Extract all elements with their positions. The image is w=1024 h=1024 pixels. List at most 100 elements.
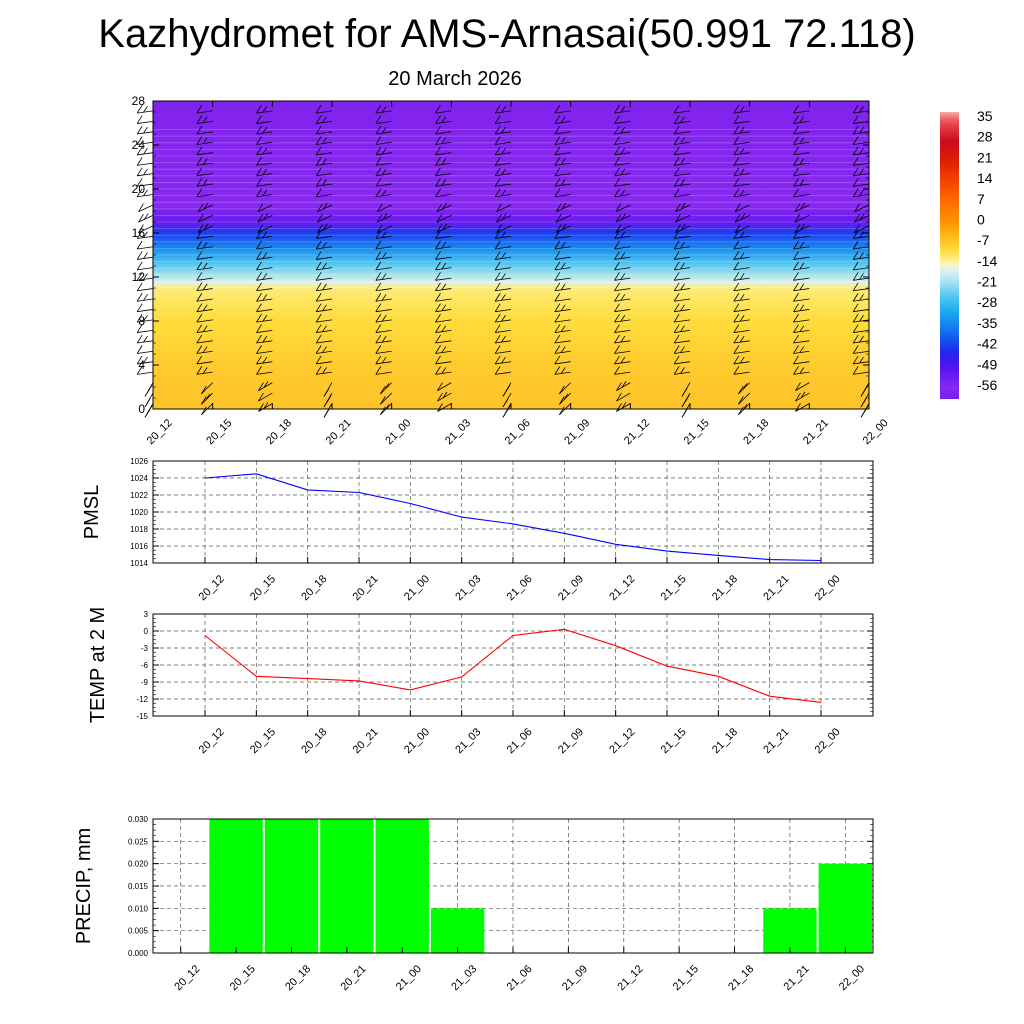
- wind-barb: [494, 366, 512, 375]
- wind-barb-flag: [852, 188, 859, 197]
- wind-barb-flag: [733, 251, 740, 260]
- wind-barb-shaft: [495, 371, 512, 375]
- wind-barb-shaft: [137, 173, 154, 177]
- wind-barb-flag: [375, 251, 382, 260]
- wind-barb-flag: [322, 325, 327, 332]
- wind-barb: [196, 230, 213, 239]
- wind-barb-flag: [376, 203, 383, 212]
- wind-barb-flag: [196, 136, 203, 145]
- wind-barb-shaft: [554, 162, 571, 166]
- heatmap-x-tick-label: 20_18: [264, 417, 294, 447]
- wind-barb-flag: [196, 115, 203, 124]
- wind-barb: [616, 402, 631, 412]
- wind-barb-flag: [256, 230, 262, 239]
- wind-barb: [256, 293, 273, 302]
- wind-barb-flag: [560, 346, 566, 353]
- wind-barb-flag: [380, 385, 386, 395]
- wind-barb-flag: [196, 313, 203, 323]
- wind-barb-flag: [315, 230, 322, 239]
- wind-barb-flag: [799, 158, 805, 165]
- wind-barb: [852, 136, 870, 145]
- wind-barb: [375, 188, 392, 198]
- wind-barb-flag: [680, 325, 685, 332]
- pmsl-x-tick-label: 21_03: [453, 573, 483, 603]
- wind-barb-shaft: [554, 361, 571, 365]
- wind-barb-flag: [859, 147, 864, 155]
- wind-barb: [144, 403, 154, 418]
- wind-barb-shaft: [793, 183, 810, 187]
- colorbar-label: -42: [977, 336, 997, 352]
- wind-barb-shaft: [257, 215, 273, 223]
- wind-barb: [435, 303, 452, 313]
- wind-barb-shaft: [733, 361, 750, 365]
- wind-barb-shaft: [375, 183, 392, 187]
- wind-barb-shaft: [137, 340, 154, 344]
- wind-barb-flag: [435, 345, 441, 354]
- wind-barb-shaft: [137, 194, 154, 198]
- wind-barb-flag: [554, 157, 561, 166]
- wind-barb-shaft: [137, 329, 154, 333]
- wind-barb-flag: [554, 261, 561, 271]
- wind-barb: [435, 282, 452, 292]
- wind-barb-flag: [501, 252, 506, 259]
- wind-barb-flag: [614, 355, 620, 365]
- wind-barb-shaft: [793, 131, 810, 135]
- wind-barb-flag: [381, 106, 387, 113]
- wind-barb-flag: [436, 224, 443, 233]
- wind-barb-flag: [859, 168, 864, 176]
- wind-barb-shaft: [853, 256, 870, 260]
- heatmap-plot: 0 4 8 12 16 20 24 28 20_12 20_15 20_18 20_21 21_00 21…: [132, 94, 891, 447]
- wind-barb: [256, 104, 273, 114]
- wind-barb-shaft: [853, 361, 870, 365]
- wind-barb: [854, 203, 870, 213]
- wind-barb-shaft: [435, 235, 452, 239]
- wind-barb-shaft: [495, 183, 512, 187]
- temp-y-tick-label: 0: [144, 627, 149, 636]
- wind-barb-shaft: [793, 319, 810, 323]
- wind-barb: [734, 224, 750, 233]
- pmsl-x-tick-label: 21_09: [556, 573, 586, 603]
- wind-barb-shaft: [316, 371, 333, 375]
- wind-barb-flag: [733, 334, 740, 344]
- wind-barb-flag: [673, 272, 680, 281]
- wind-barb-shaft: [316, 246, 333, 250]
- precip-y-tick-label: 0.000: [128, 949, 149, 958]
- wind-barb: [494, 324, 512, 333]
- wind-barb-shaft: [495, 319, 512, 323]
- colorbar-label: -35: [977, 315, 997, 331]
- wind-barb-flag: [852, 334, 859, 344]
- wind-barb: [435, 345, 452, 354]
- wind-barb: [554, 303, 571, 313]
- wind-barb: [554, 366, 571, 375]
- wind-barb-flag: [560, 325, 566, 332]
- wind-barb: [256, 240, 273, 250]
- wind-barb-flag: [852, 324, 859, 333]
- wind-barb-flag: [620, 315, 626, 322]
- wind-barb-shaft: [614, 235, 631, 239]
- wind-barb: [197, 202, 213, 213]
- wind-barb-flag: [614, 366, 620, 375]
- wind-barb: [257, 213, 273, 223]
- wind-barb-shaft: [614, 371, 631, 375]
- wind-barb: [733, 324, 750, 333]
- wind-barb-shaft: [674, 173, 691, 177]
- wind-barb-shaft: [733, 120, 750, 124]
- wind-barb-flag: [733, 324, 740, 333]
- wind-barb-shaft: [495, 298, 512, 302]
- wind-barb-flag: [196, 125, 203, 135]
- wind-barb-flag: [435, 136, 441, 145]
- wind-barb-flag: [860, 398, 867, 408]
- precip-bar: [264, 819, 319, 953]
- wind-barb-flag: [494, 282, 501, 291]
- wind-barb-shaft: [614, 361, 631, 365]
- wind-barb-flag: [317, 203, 323, 212]
- wind-barb: [494, 261, 512, 271]
- wind-barb-shaft: [436, 204, 452, 213]
- wind-barb-shaft: [196, 277, 213, 281]
- wind-barb: [733, 272, 750, 281]
- wind-barb-shaft: [854, 204, 870, 213]
- wind-barb-shaft: [435, 277, 452, 281]
- wind-barb-flag: [435, 251, 441, 260]
- wind-barb-flag: [442, 223, 447, 231]
- wind-barb: [136, 146, 154, 156]
